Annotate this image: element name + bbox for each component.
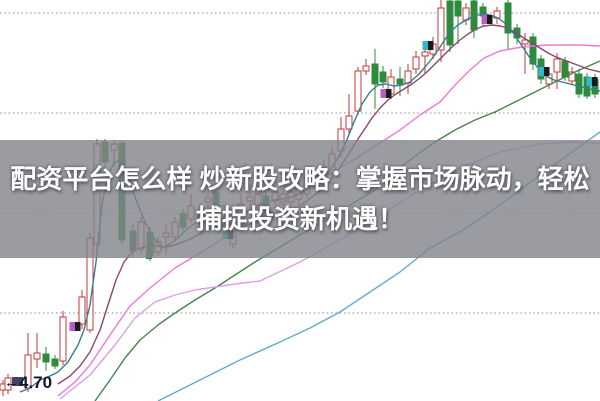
flag-purple-icon: [380, 89, 386, 98]
headline-line1: 配资平台怎么样 炒新股攻略：掌握市场脉动，轻松: [10, 163, 590, 194]
candle-up: [78, 296, 86, 325]
candle-up: [553, 58, 561, 73]
ma-mid-pink: [57, 44, 600, 397]
candle-up: [568, 71, 576, 82]
flag-teal-icon: [538, 67, 544, 76]
flag-teal-icon: [592, 77, 598, 86]
headline-line2: 捕捉投资新机遇！: [195, 203, 404, 234]
trade-markers: [69, 15, 598, 331]
candle-down: [371, 63, 379, 85]
candle-down: [575, 73, 583, 95]
flag-purple-icon: [386, 89, 392, 98]
candle-up: [421, 51, 429, 57]
candle-down: [454, 0, 462, 17]
candle-down: [42, 353, 50, 363]
flag-teal-icon: [428, 41, 434, 50]
candle-down: [529, 36, 537, 65]
price-annotation-value: 4.70: [19, 373, 53, 392]
candle-down: [446, 0, 454, 46]
flag-purple-icon: [75, 322, 81, 331]
candle-up: [345, 115, 353, 130]
candle-up: [33, 352, 41, 360]
candle-down: [51, 358, 59, 367]
candle-up: [24, 354, 32, 389]
candle-up: [412, 56, 420, 70]
candle-down: [396, 78, 404, 85]
candle-up: [362, 65, 370, 72]
left-arrow-icon: ←: [4, 374, 19, 391]
headline-overlay-banner: 配资平台怎么样 炒新股攻略：掌握市场脉动，轻松 捕捉投资新机遇！: [0, 140, 600, 258]
candle-up: [437, 7, 445, 51]
flag-teal-icon: [422, 41, 428, 50]
price-annotation: ← 4.70: [4, 374, 52, 391]
candle-down: [561, 60, 569, 78]
candle-up: [4, 377, 12, 391]
flag-teal-icon: [544, 67, 550, 76]
flag-purple-icon: [481, 15, 487, 24]
flag-teal-icon: [586, 77, 592, 86]
candle-down: [504, 2, 512, 34]
candle-up: [521, 39, 529, 45]
candle-up: [59, 316, 67, 362]
flag-purple-icon: [69, 322, 75, 331]
flag-purple-icon: [487, 15, 493, 24]
start-flag-icon: [12, 377, 23, 386]
candle-down: [379, 71, 387, 83]
candle-up: [354, 70, 362, 112]
